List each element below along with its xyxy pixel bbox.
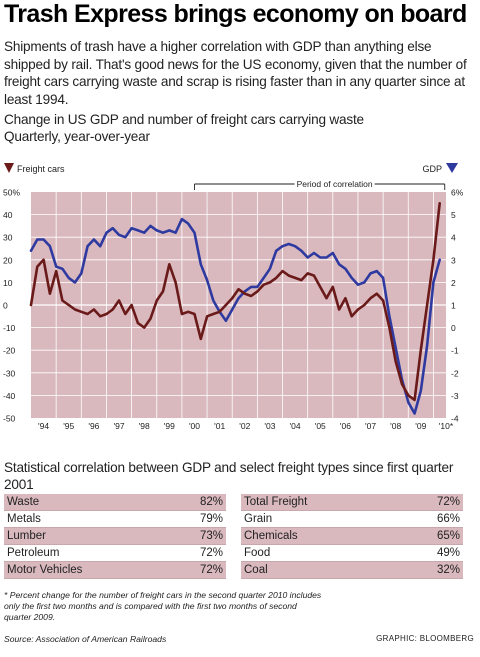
deck-text: Shipments of trash have a higher correla… (4, 39, 467, 107)
right-axis-tick-label: -3 (451, 391, 459, 401)
correlation-row: Chemicals 65% (241, 528, 463, 545)
freight-legend-label: Freight cars (17, 164, 65, 174)
x-axis-tick-label: '96 (88, 421, 99, 431)
left-axis-tick-label: -20 (3, 346, 16, 356)
source-line: Source: Association of American Railroad… (4, 634, 167, 644)
annotation-background (294, 178, 375, 189)
left-axis-tick-label: -50 (3, 414, 16, 424)
footnote: * Percent change for the number of freig… (4, 590, 322, 622)
correlation-title: Statistical correlation between GDP and … (4, 460, 454, 492)
x-axis-tick-label: '08 (390, 421, 401, 431)
correlation-label: Total Freight (244, 496, 308, 508)
x-axis-tick-label: '01 (214, 421, 225, 431)
chart-subtitle: Quarterly, year-over-year (4, 129, 150, 144)
correlation-row: Food 49% (241, 545, 463, 562)
correlation-row: Total Freight 72% (241, 494, 463, 511)
gdp-series-line (29, 217, 441, 415)
correlation-value: 79% (199, 513, 223, 525)
correlation-row: Waste 82% (4, 494, 226, 511)
right-axis-tick-label: -1 (451, 346, 459, 356)
graphic-credit: GRAPHIC: BLOOMBERG (376, 634, 474, 643)
correlation-value: 73% (199, 530, 223, 542)
correlation-label: Coal (244, 564, 268, 576)
x-axis-tick-label: '95 (63, 421, 74, 431)
x-axis-tick-label: '07 (365, 421, 376, 431)
correlation-row: Metals 79% (4, 511, 226, 528)
correlation-value: 66% (436, 513, 460, 525)
x-axis-tick-label: '98 (139, 421, 150, 431)
x-axis-tick-label: '99 (164, 421, 175, 431)
right-axis-tick-label: 5 (451, 210, 456, 220)
correlation-label: Petroleum (7, 547, 60, 559)
right-axis-tick-label: 2 (451, 278, 456, 288)
left-axis-tick-label: 20 (3, 255, 13, 265)
x-axis-tick-label: '00 (189, 421, 200, 431)
x-axis-tick-label: '10* (439, 421, 454, 431)
left-axis-tick-label: -10 (3, 323, 16, 333)
correlation-table-right: Total Freight 72% Grain 66% Chemicals 65% Food… (241, 494, 463, 579)
correlation-value: 72% (199, 564, 223, 576)
correlation-value: 65% (436, 530, 460, 542)
correlation-label: Chemicals (244, 530, 298, 542)
correlation-row: Coal 32% (241, 562, 463, 579)
freight-legend-marker (4, 163, 14, 173)
x-axis-tick-label: '09 (415, 421, 426, 431)
right-axis-tick-label: -2 (451, 368, 459, 378)
correlation-label: Grain (244, 513, 273, 525)
correlation-value: 32% (436, 564, 460, 576)
line-chart: 50% 6%40 530 420 310 20 1-10 0-20 -1-30 -2-40 -3-5… (3, 163, 464, 431)
x-axis-tick-label: '05 (315, 421, 326, 431)
correlation-label: Food (244, 547, 271, 559)
correlation-row: Petroleum 72% (4, 545, 226, 562)
left-axis-tick-label: -40 (3, 391, 16, 401)
correlation-value: 49% (436, 547, 460, 559)
x-axis-tick-label: '03 (264, 421, 275, 431)
correlation-table-left: Waste 82% Metals 79% Lumber 73% Petroleum 72% Mo… (4, 494, 226, 579)
gdp-legend-label: GDP (422, 164, 442, 174)
correlation-row: Grain 66% (241, 511, 463, 528)
chart-title: Change in US GDP and number of freight c… (4, 112, 364, 127)
x-axis-tick-label: '04 (290, 421, 301, 431)
left-axis-tick-label: 10 (3, 278, 13, 288)
left-axis-tick-label: 50% (3, 188, 20, 198)
left-axis-tick-label: 30 (3, 233, 13, 243)
correlation-value: 72% (199, 547, 223, 559)
chart-title-block: Change in US GDP and number of freight c… (4, 111, 478, 145)
correlation-value: 82% (199, 496, 223, 508)
right-axis-tick-label: -4 (451, 414, 459, 424)
right-axis-tick-label: 4 (451, 233, 456, 243)
right-axis-tick-label: 0 (451, 323, 456, 333)
headline: Trash Express brings economy on board (4, 0, 467, 28)
gdp-legend-marker (446, 163, 458, 173)
left-axis-tick-label: 0 (3, 301, 8, 311)
correlation-row: Lumber 73% (4, 528, 226, 545)
freight-series-line (29, 202, 441, 402)
correlation-label: Metals (7, 513, 41, 525)
correlation-label: Motor Vehicles (7, 564, 83, 576)
x-axis-tick-label: '02 (239, 421, 250, 431)
correlation-label: Waste (7, 496, 40, 508)
right-axis-tick-label: 3 (451, 255, 456, 265)
annotation-label: Period of correlation (297, 179, 373, 189)
x-axis-tick-label: '97 (113, 421, 124, 431)
correlation-label: Lumber (7, 530, 46, 542)
left-axis-tick-label: -30 (3, 368, 16, 378)
right-axis-tick-label: 6% (451, 188, 464, 198)
right-axis-tick-label: 1 (451, 301, 456, 311)
correlation-row: Motor Vehicles 72% (4, 562, 226, 579)
correlation-value: 72% (436, 496, 460, 508)
x-axis-tick-label: '06 (340, 421, 351, 431)
left-axis-tick-label: 40 (3, 210, 13, 220)
x-axis-tick-label: '94 (38, 421, 49, 431)
